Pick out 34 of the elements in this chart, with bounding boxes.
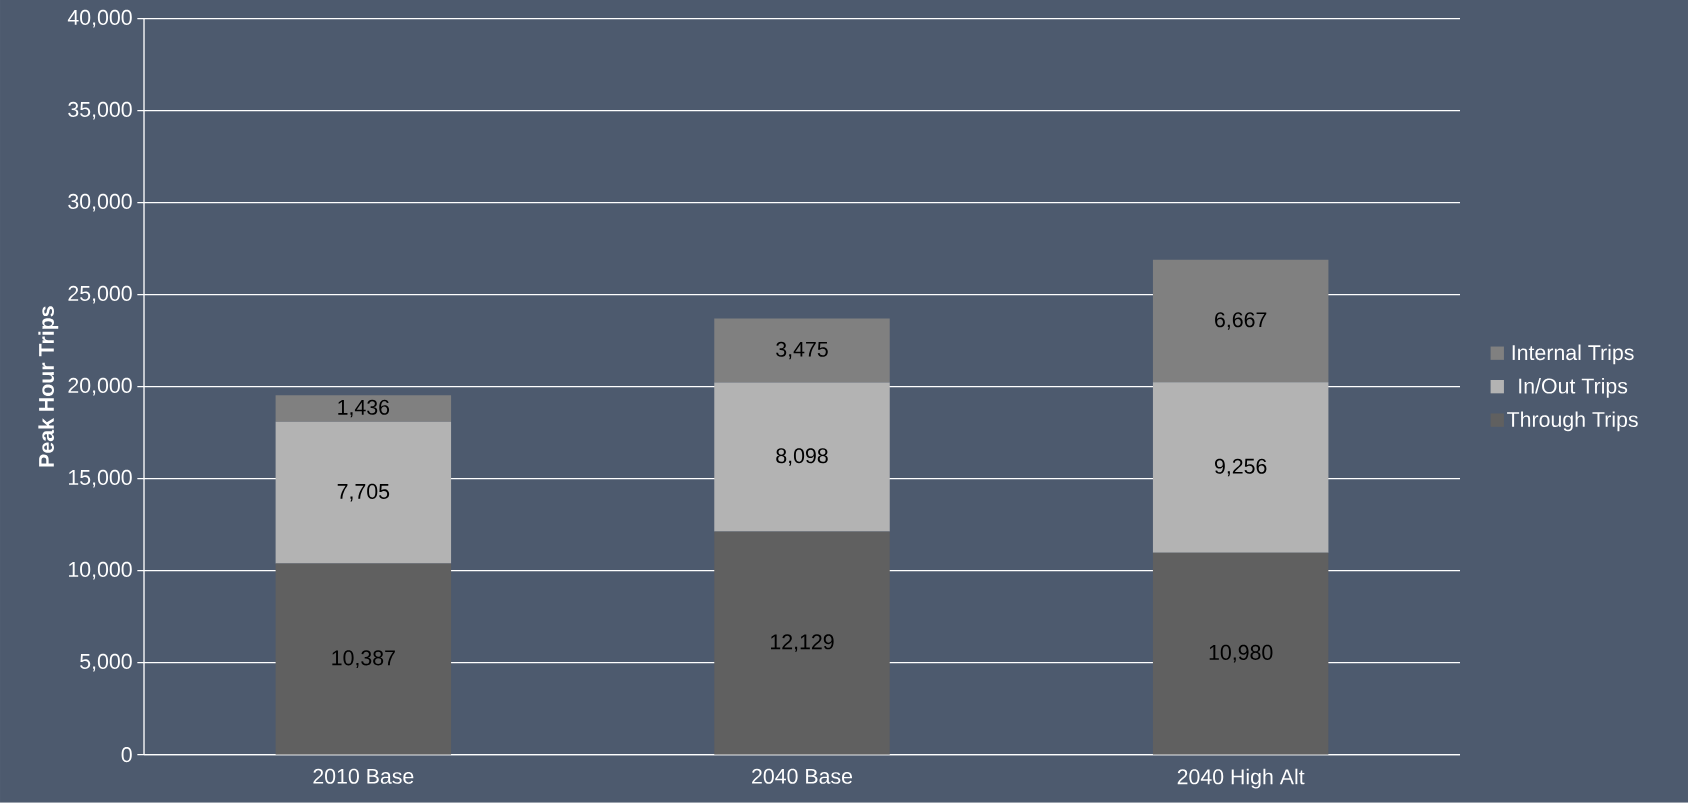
legend-label: Internal Trips bbox=[1512, 344, 1634, 365]
legend-label: In/Out Trips bbox=[1519, 378, 1628, 398]
bar bbox=[275, 421, 452, 564]
bar bbox=[714, 318, 890, 383]
data-label: 10,980 bbox=[1209, 645, 1273, 663]
bar bbox=[275, 395, 452, 422]
data-label: 3,475 bbox=[776, 341, 828, 360]
data-label: 7,705 bbox=[337, 484, 390, 502]
y-tick-label: 10,000 bbox=[69, 562, 132, 580]
y-tick-label: 40,000 bbox=[67, 10, 132, 28]
data-label: 12,129 bbox=[771, 634, 834, 653]
data-label: 6,667 bbox=[1215, 312, 1267, 330]
y-tick-label: 5,000 bbox=[80, 654, 132, 672]
bar bbox=[1152, 382, 1329, 553]
y-tick-label: 30,000 bbox=[68, 194, 132, 212]
data-label: 10,387 bbox=[332, 650, 395, 669]
bar bbox=[275, 563, 452, 755]
x-tick-label: 2040 Base bbox=[752, 768, 853, 784]
y-tick-label: 25,000 bbox=[68, 286, 132, 304]
data-label: 9,256 bbox=[1214, 458, 1267, 477]
bar bbox=[1152, 552, 1329, 755]
data-label: 8,098 bbox=[776, 448, 828, 466]
y-tick-label: 0 bbox=[121, 747, 132, 763]
bar bbox=[1152, 259, 1329, 383]
y-tick-label: 35,000 bbox=[68, 102, 132, 120]
bar bbox=[714, 531, 890, 755]
bar bbox=[714, 382, 890, 532]
data-label: 1,436 bbox=[338, 399, 390, 418]
x-tick-label: 2010 Base bbox=[313, 768, 414, 784]
x-tick-label: 2040 High Alt bbox=[1177, 768, 1305, 789]
legend-label: Through Trips bbox=[1507, 411, 1638, 432]
y-tick-label: 15,000 bbox=[69, 470, 132, 488]
y-axis-title: Peak Hour Trips bbox=[38, 306, 59, 467]
y-tick-label: 20,000 bbox=[68, 378, 132, 396]
